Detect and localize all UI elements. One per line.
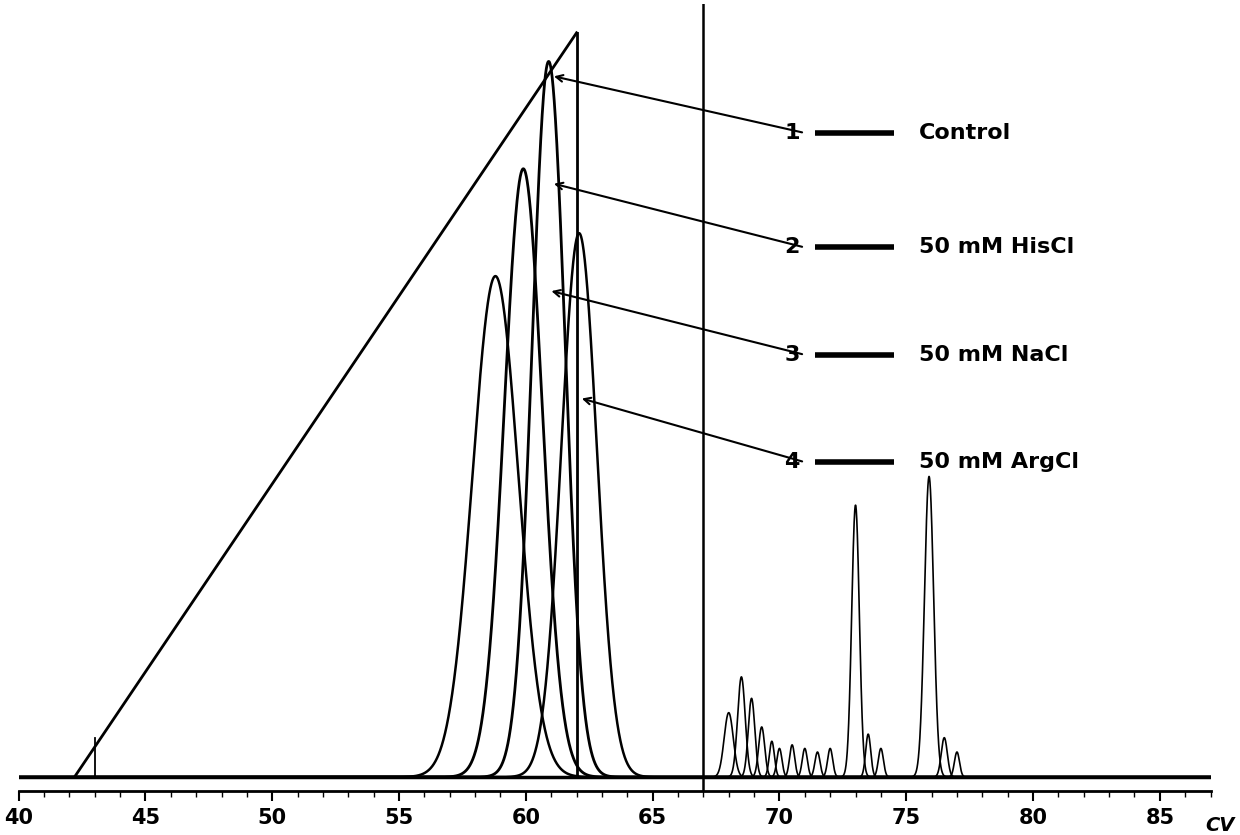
Text: 50 mM HisCl: 50 mM HisCl xyxy=(919,237,1074,257)
Text: CV: CV xyxy=(1205,817,1235,835)
Text: 50 mM NaCl: 50 mM NaCl xyxy=(919,345,1069,365)
Text: 3: 3 xyxy=(785,345,800,365)
Text: 2: 2 xyxy=(785,237,800,257)
Text: 50 mM ArgCl: 50 mM ArgCl xyxy=(919,453,1079,472)
Text: Control: Control xyxy=(919,123,1011,143)
Text: 1: 1 xyxy=(785,123,800,143)
Text: 4: 4 xyxy=(785,453,800,472)
